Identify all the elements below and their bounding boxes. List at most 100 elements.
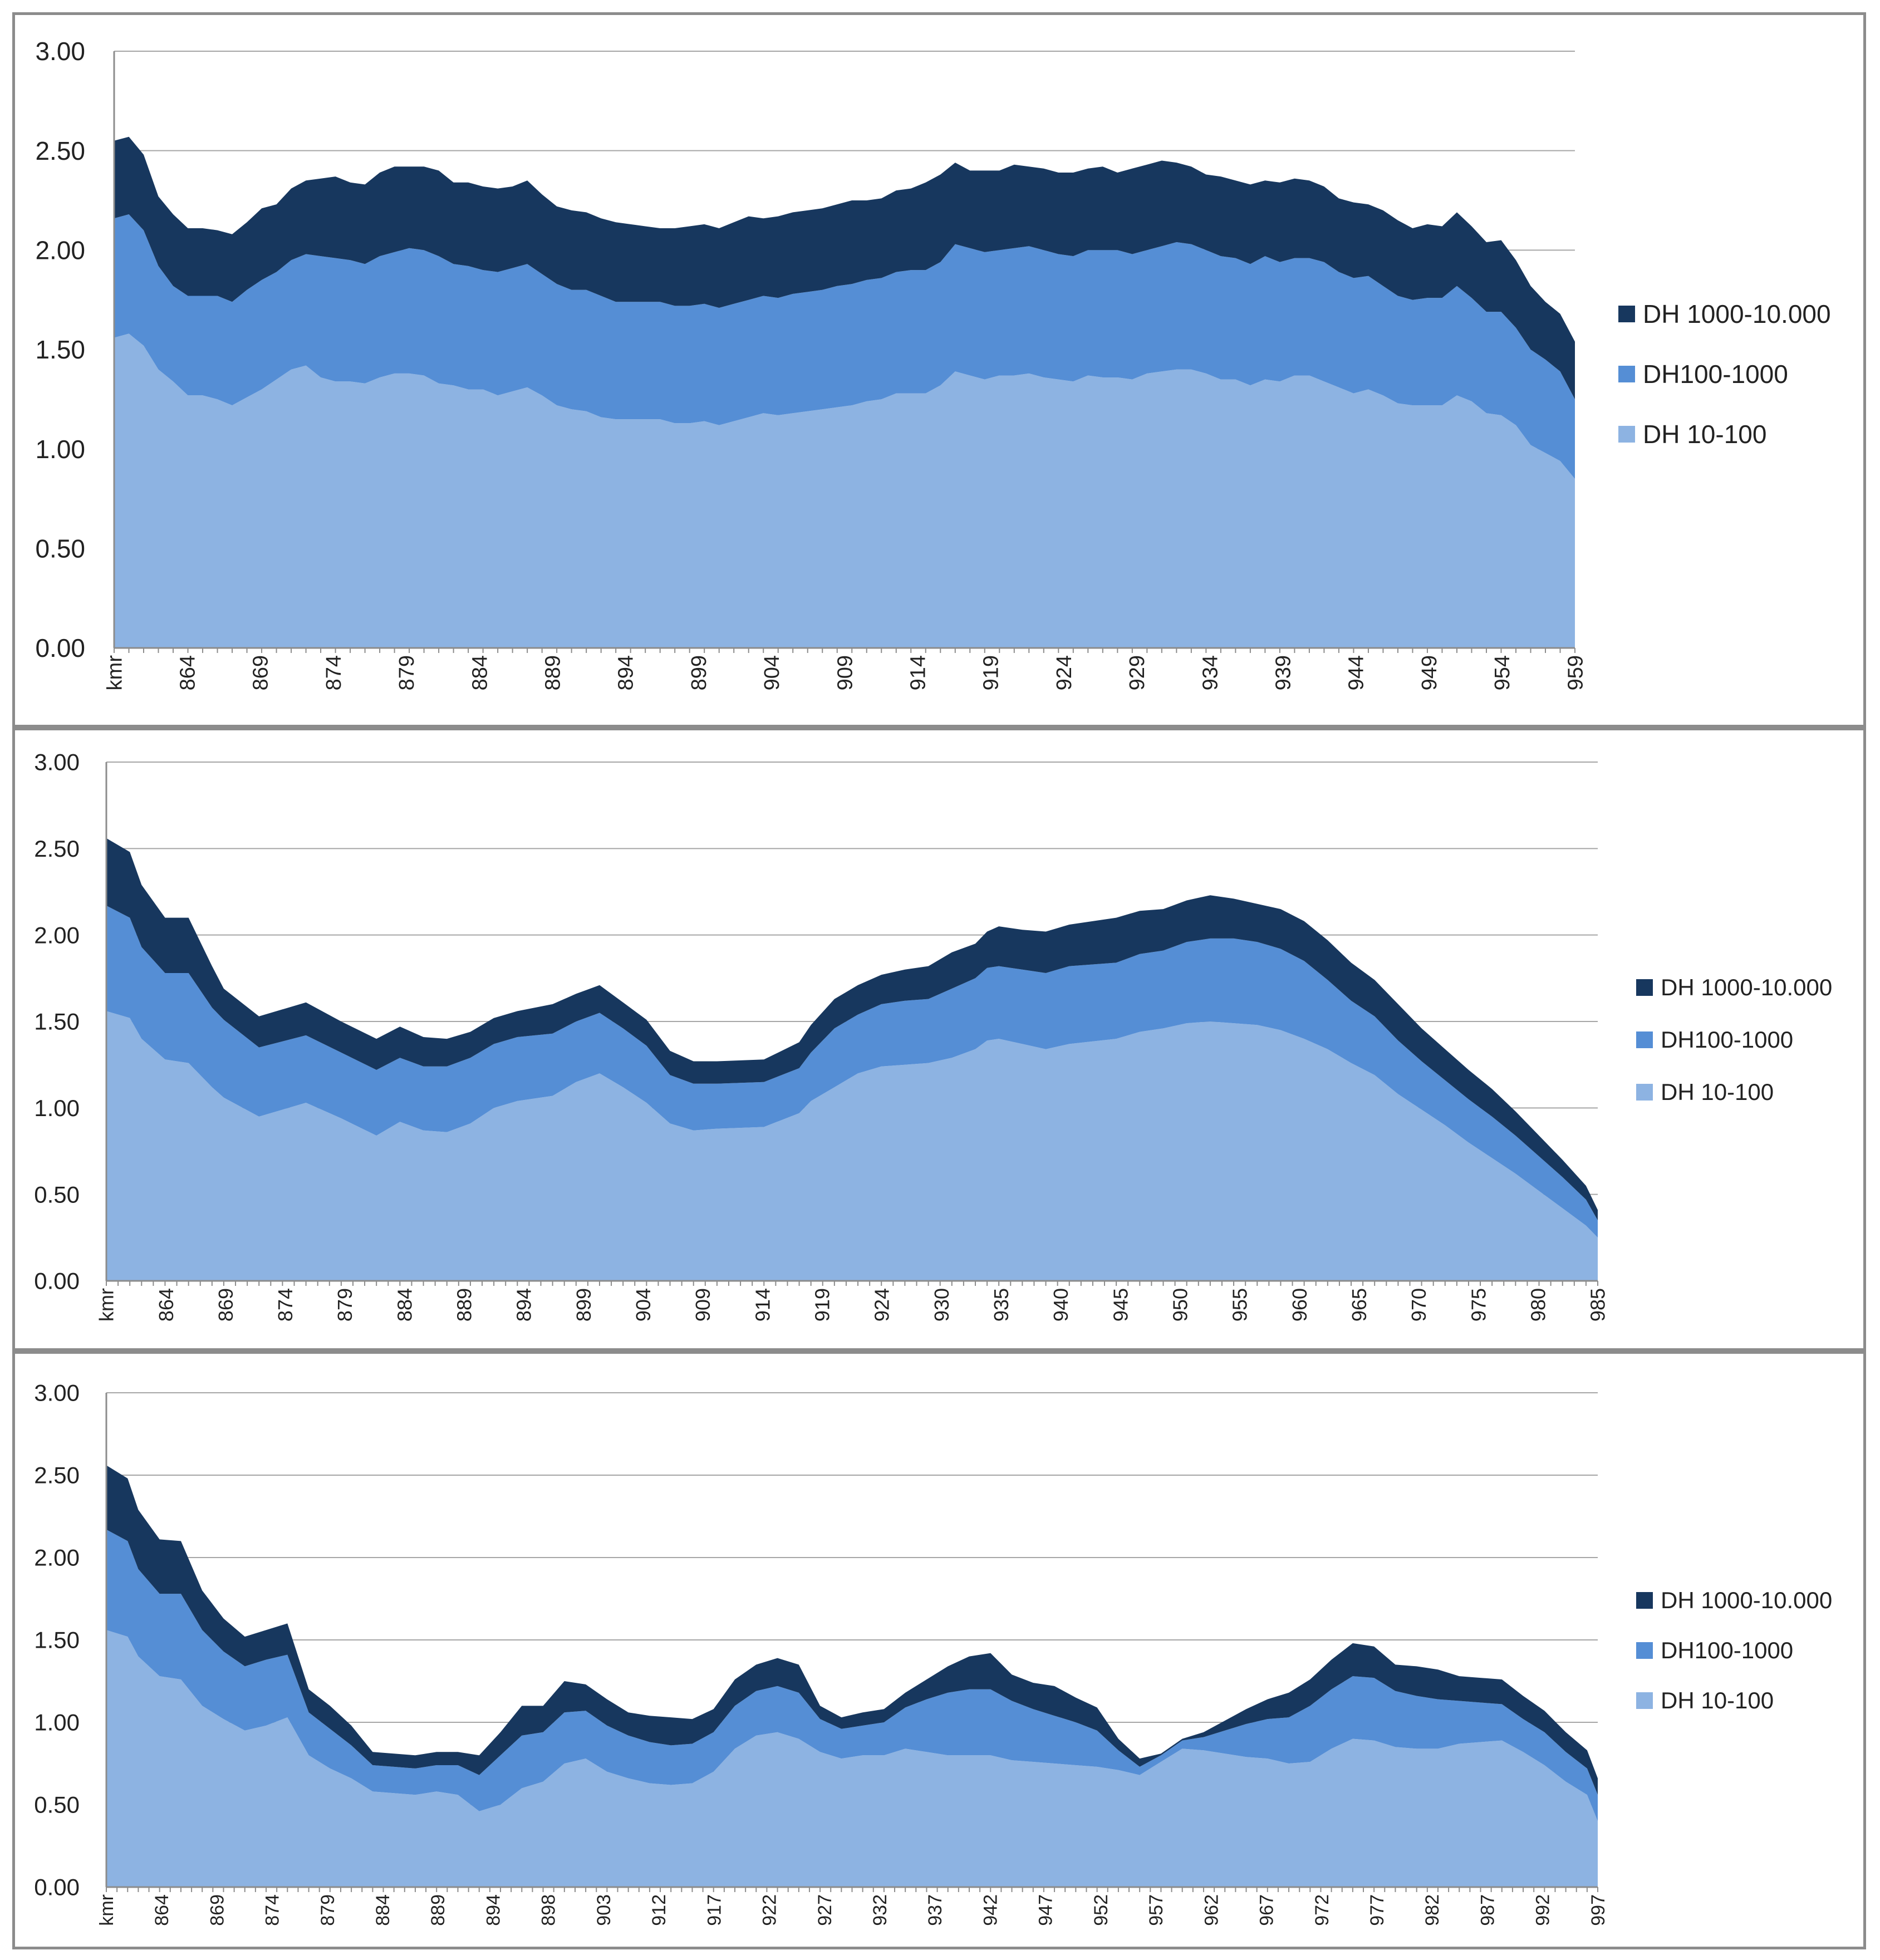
y-tick-label: 0.50 <box>34 1792 80 1818</box>
x-tick-label: 987 <box>1478 1894 1499 1926</box>
x-tick-label: 945 <box>1109 1288 1132 1322</box>
x-tick-label: 894 <box>615 655 638 690</box>
legend-label: DH 10-100 <box>1661 1079 1774 1105</box>
x-tick-label: 947 <box>1035 1894 1057 1926</box>
y-tick-label: 2.50 <box>34 836 80 862</box>
y-tick-label: 0.00 <box>34 1874 80 1900</box>
legend-item-dh-10-100: DH 10-100 <box>1636 1687 1832 1715</box>
y-tick-label: 0.00 <box>34 1268 80 1294</box>
x-tick-label: 939 <box>1272 655 1295 690</box>
y-tick-label: 3.00 <box>34 1380 80 1406</box>
x-tick-label: 874 <box>322 655 346 690</box>
y-tick-label: 2.50 <box>35 136 85 165</box>
legend-swatch-medium <box>1636 1642 1653 1659</box>
x-tick-label: kmr <box>96 1894 117 1926</box>
area-dh100-1000 <box>114 214 1575 479</box>
x-tick-label: 932 <box>870 1894 891 1926</box>
chart-2-legend: DH 1000-10.000 DH100-1000 DH 10-100 <box>1636 974 1832 1106</box>
x-tick-label: 954 <box>1491 655 1514 690</box>
x-tick-label: 955 <box>1229 1288 1251 1322</box>
x-tick-label: 967 <box>1256 1894 1278 1926</box>
legend-swatch-dark <box>1636 1592 1653 1609</box>
legend-swatch-dark <box>1618 306 1635 322</box>
x-tick-label: 919 <box>811 1288 834 1322</box>
x-tick-label: 997 <box>1588 1894 1609 1926</box>
x-tick-label: 940 <box>1049 1288 1072 1322</box>
x-tick-label: 982 <box>1422 1894 1443 1926</box>
x-tick-label: 884 <box>372 1894 394 1926</box>
x-tick-label: 914 <box>907 655 930 690</box>
x-tick-label: 944 <box>1345 655 1368 690</box>
y-tick-label: 1.00 <box>34 1095 80 1121</box>
x-tick-label: 917 <box>704 1894 725 1926</box>
x-tick-label: 909 <box>833 655 857 690</box>
y-tick-label: 2.00 <box>35 235 85 264</box>
x-tick-label: 952 <box>1091 1894 1112 1926</box>
x-tick-label: 937 <box>925 1894 946 1926</box>
area-dh-1000-10-000 <box>114 136 1575 400</box>
x-tick-label: 930 <box>930 1288 953 1322</box>
legend-item-dh-10-100: DH 10-100 <box>1618 419 1831 449</box>
x-tick-label: 864 <box>155 1288 178 1322</box>
x-tick-label: 957 <box>1146 1894 1167 1926</box>
legend-swatch-medium <box>1618 366 1635 382</box>
area-dh-10-100 <box>106 1011 1598 1281</box>
y-tick-label: 3.00 <box>34 749 80 775</box>
legend-item-dh-100-1000: DH100-1000 <box>1618 359 1831 389</box>
x-tick-label: 934 <box>1199 655 1222 690</box>
x-tick-label: 879 <box>333 1288 356 1322</box>
area-dh100-1000 <box>106 905 1598 1238</box>
x-tick-label: 949 <box>1418 655 1441 690</box>
x-tick-label: 884 <box>468 655 492 690</box>
x-tick-label: 874 <box>262 1894 283 1926</box>
x-tick-label: 899 <box>572 1288 595 1322</box>
x-tick-label: 899 <box>688 655 711 690</box>
y-tick-label: 3.00 <box>35 37 85 66</box>
legend-swatch-light <box>1636 1692 1653 1709</box>
x-tick-label: 898 <box>538 1894 559 1926</box>
area-dh-10-100 <box>106 1630 1598 1887</box>
x-tick-label: 884 <box>393 1288 416 1322</box>
chart-1-svg: 0.00 0.50 1.00 1.50 2.00 2.50 3.00 kmr 864 869 874… <box>35 37 1587 691</box>
x-tick-label: 894 <box>483 1894 504 1926</box>
x-tick-label: 975 <box>1467 1288 1490 1322</box>
chart-3-legend: DH 1000-10.000 DH100-1000 DH 10-100 <box>1636 1586 1832 1715</box>
x-tick-label: 962 <box>1201 1894 1222 1926</box>
y-tick-label: 2.00 <box>34 922 80 948</box>
x-tick-label: 972 <box>1312 1894 1333 1926</box>
y-tick-label: 1.00 <box>34 1710 80 1736</box>
y-tick-label: 2.00 <box>34 1545 80 1571</box>
chart-panel-1: 0.00 0.50 1.00 1.50 2.00 2.50 3.00 kmr 864 869 874… <box>12 12 1866 728</box>
x-tick-label: 909 <box>691 1288 714 1322</box>
x-tick-label: 894 <box>513 1288 536 1322</box>
x-tick-label: 864 <box>151 1894 173 1926</box>
x-tick-label: 977 <box>1367 1894 1388 1926</box>
chart-1-legend: DH 1000-10.000 DH100-1000 DH 10-100 <box>1618 299 1831 449</box>
x-tick-label: 864 <box>176 655 200 690</box>
legend-swatch-medium <box>1636 1031 1653 1048</box>
area-dh100-1000 <box>106 1529 1598 1821</box>
y-tick-label: 0.00 <box>35 633 85 662</box>
legend-swatch-light <box>1636 1084 1653 1101</box>
x-tick-label: 922 <box>759 1894 781 1926</box>
x-tick-label: 874 <box>274 1288 297 1322</box>
x-tick-label: 924 <box>1053 655 1076 690</box>
x-tick-label: 970 <box>1407 1288 1430 1322</box>
legend-label: DH 1000-10.000 <box>1643 299 1831 328</box>
legend-label: DH100-1000 <box>1661 1637 1794 1663</box>
x-tick-label: 904 <box>760 655 784 690</box>
x-tick-label: 927 <box>814 1894 836 1926</box>
legend-label: DH 10-100 <box>1661 1687 1774 1713</box>
x-tick-label: 960 <box>1288 1288 1311 1322</box>
legend-item-dh-100-1000: DH100-1000 <box>1636 1026 1832 1054</box>
x-tick-label: kmr <box>103 655 126 691</box>
x-tick-label: 903 <box>593 1894 615 1926</box>
y-tick-label: 1.50 <box>34 1009 80 1035</box>
x-tick-label: 959 <box>1564 655 1587 690</box>
x-tick-label: 914 <box>751 1288 774 1322</box>
chart-3-svg: 0.00 0.50 1.00 1.50 2.00 2.50 3.00 kmr 864 869 874… <box>34 1380 1609 1926</box>
legend-item-dh-100-1000: DH100-1000 <box>1636 1637 1832 1664</box>
x-tick-label: 980 <box>1526 1288 1549 1322</box>
y-tick-label: 1.50 <box>34 1627 80 1653</box>
x-tick-label: 904 <box>632 1288 655 1322</box>
